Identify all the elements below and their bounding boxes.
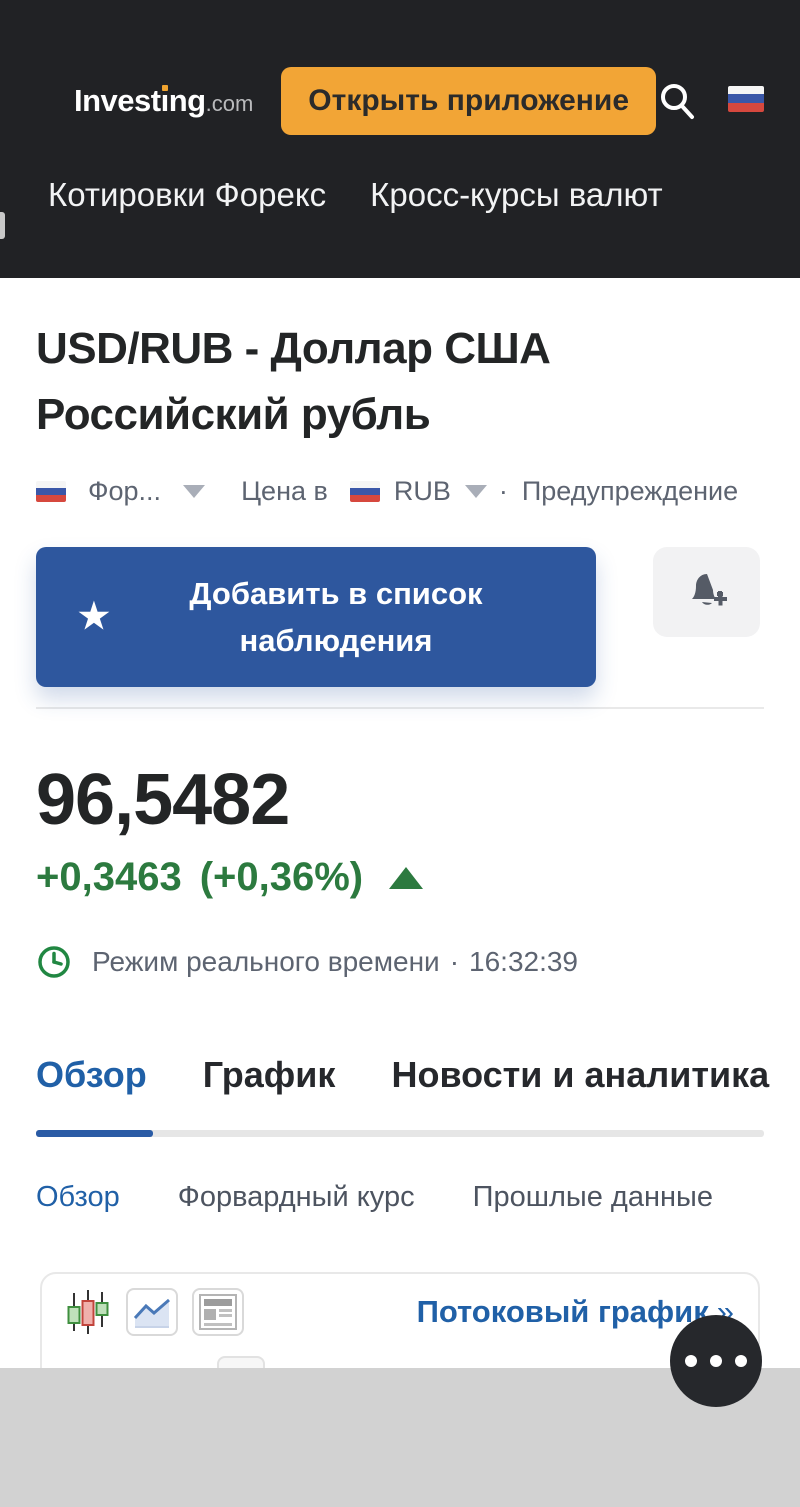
market-label[interactable]: Фор... xyxy=(88,476,162,506)
currency-chevron-down-icon[interactable] xyxy=(464,485,487,498)
divider xyxy=(36,707,764,709)
warning-link[interactable]: Предупреждение xyxy=(521,476,739,506)
price-in-label: Цена в xyxy=(241,476,328,506)
fab-dot xyxy=(710,1355,722,1367)
add-to-watchlist-button[interactable]: ★ Добавить в список наблюдения xyxy=(36,547,596,687)
logo-text-2: ng xyxy=(168,83,206,118)
market-flag-russia-icon xyxy=(36,481,66,502)
currency-flag-russia-icon xyxy=(349,481,380,502)
watchlist-label-line1: Добавить в список xyxy=(189,576,483,611)
language-flag-russia-icon[interactable] xyxy=(728,85,765,117)
logo-i: ı xyxy=(160,83,170,118)
watchlist-label-line2: наблюдения xyxy=(239,623,433,658)
realtime-row: Режим реального времени · 16:32:39 xyxy=(36,944,764,980)
subtab-historical-data[interactable]: Прошлые данные xyxy=(472,1181,713,1213)
subtab-forward-rates[interactable]: Форвардный курс xyxy=(177,1181,415,1213)
tab-underline-track xyxy=(36,1130,764,1137)
main-tabs: Обзор График Новости и аналитика xyxy=(36,1054,769,1096)
instrument-meta-row: Фор... Цена в RUB · Предупреждение xyxy=(36,476,764,507)
quote-time: 16:32:39 xyxy=(469,946,579,977)
price-change-row: +0,3463 (+0,36%) xyxy=(36,855,764,900)
fab-dot xyxy=(685,1355,697,1367)
fab-dot xyxy=(735,1355,747,1367)
clock-icon xyxy=(38,946,70,978)
time-separator: · xyxy=(449,946,460,977)
top-bar: Investı ng.com Открыть приложение xyxy=(0,0,800,140)
create-alert-button[interactable] xyxy=(653,547,760,637)
currency-code[interactable]: RUB xyxy=(393,476,451,506)
logo-text: Invest xyxy=(74,83,161,118)
page-title: USD/RUB - Доллар США Российский рубль xyxy=(36,324,551,439)
more-options-fab[interactable] xyxy=(670,1315,762,1407)
up-triangle-icon xyxy=(389,866,424,889)
tab-overview[interactable]: Обзор xyxy=(36,1054,147,1095)
nav-item-forex-quotes[interactable]: Котировки Форекс xyxy=(48,176,327,213)
tab-chart[interactable]: График xyxy=(202,1054,336,1095)
star-icon: ★ xyxy=(76,594,112,639)
realtime-label: Режим реального времени xyxy=(92,946,440,977)
bottom-gray-band xyxy=(0,1368,800,1507)
subtab-overview[interactable]: Обзор xyxy=(36,1181,120,1213)
active-tab-underline xyxy=(36,1130,153,1137)
sub-tabs: Обзор Форвардный курс Прошлые данные xyxy=(36,1181,764,1214)
change-value: +0,3463 xyxy=(36,855,182,899)
market-chevron-down-icon[interactable] xyxy=(183,485,206,498)
news-view-icon[interactable] xyxy=(192,1288,244,1336)
chart-toolbar: Потоковый график» xyxy=(42,1274,758,1336)
open-app-button[interactable]: Открыть приложение xyxy=(281,67,657,135)
last-price: 96,5482 xyxy=(36,760,290,840)
streaming-chart-link[interactable]: Потоковый график» xyxy=(416,1294,734,1329)
candlestick-chart-icon[interactable] xyxy=(64,1289,112,1335)
nav-scroll-edge-indicator xyxy=(0,212,5,239)
investing-logo[interactable]: Investı ng.com xyxy=(74,83,253,119)
line-chart-icon[interactable] xyxy=(126,1288,178,1336)
bell-plus-icon xyxy=(691,574,727,606)
meta-separator: · xyxy=(498,476,508,506)
search-icon[interactable] xyxy=(656,80,698,122)
main-content: USD/RUB - Доллар США Российский рубль Фо… xyxy=(0,316,800,1492)
app-header: Investı ng.com Открыть приложение Котиров… xyxy=(0,0,800,278)
nav-item-cross-rates[interactable]: Кросс-курсы валют xyxy=(370,176,663,213)
header-nav: Котировки Форекс Кросс-курсы валют xyxy=(0,140,800,250)
action-row: ★ Добавить в список наблюдения xyxy=(36,547,764,687)
logo-orange-dot-icon xyxy=(161,85,168,91)
tab-news-analytics[interactable]: Новости и аналитика xyxy=(391,1054,770,1095)
change-percent: (+0,36%) xyxy=(199,855,364,899)
logo-tld: .com xyxy=(205,91,254,116)
